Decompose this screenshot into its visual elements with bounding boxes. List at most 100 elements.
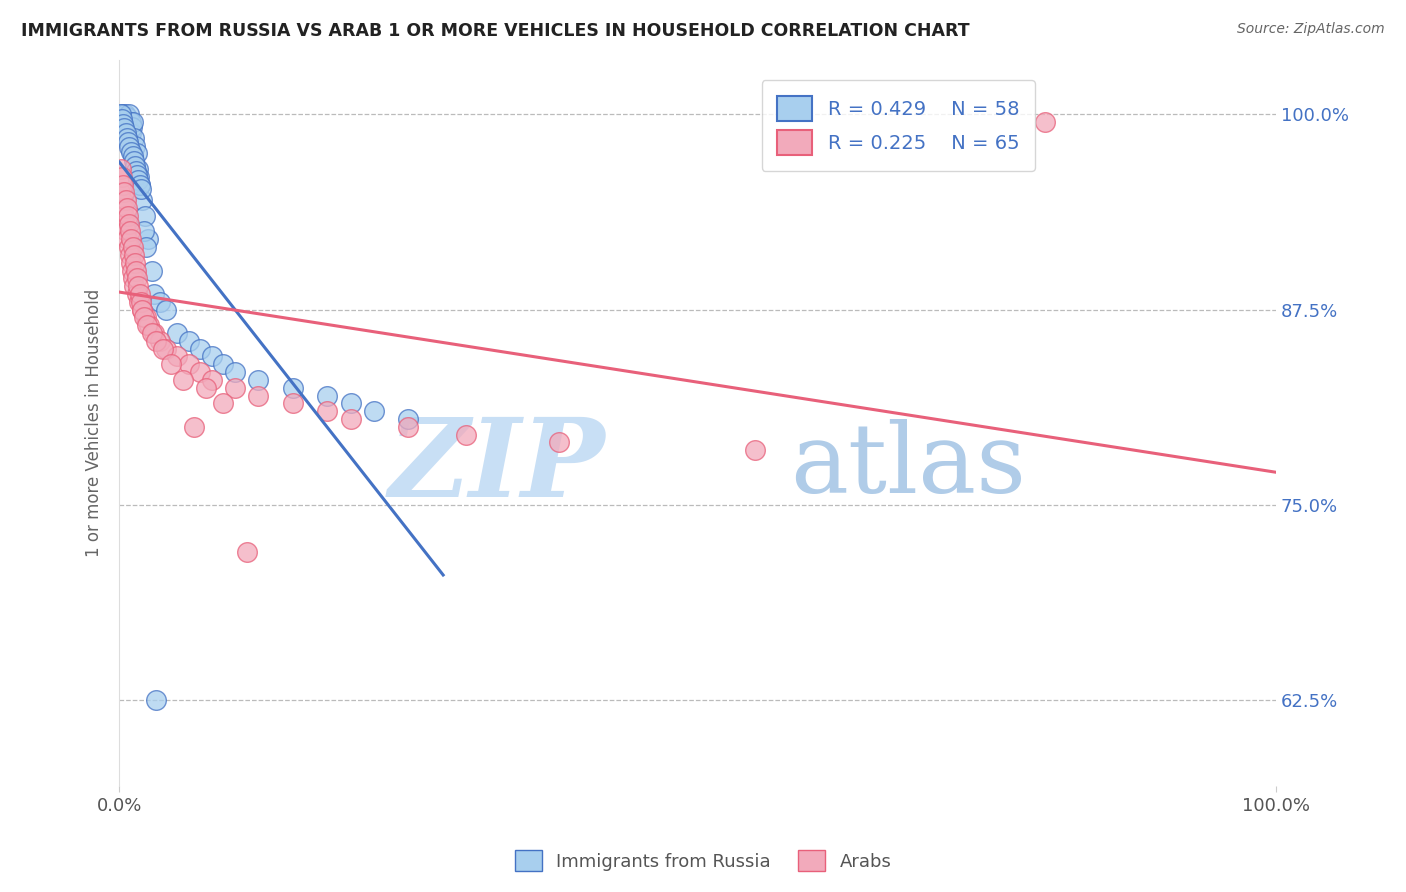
- Point: [141, 326, 163, 340]
- Point: [122, 248, 145, 262]
- Point: [117, 136, 139, 150]
- Point: [110, 186, 132, 200]
- Point: [115, 130, 138, 145]
- Point: [124, 130, 146, 145]
- Point: [112, 111, 135, 125]
- Point: [124, 159, 146, 173]
- Point: [127, 271, 149, 285]
- Point: [363, 404, 385, 418]
- Point: [224, 381, 246, 395]
- Point: [339, 396, 361, 410]
- Point: [110, 107, 132, 121]
- Point: [152, 342, 174, 356]
- Point: [117, 232, 139, 246]
- Point: [247, 388, 270, 402]
- Point: [166, 326, 188, 340]
- Point: [128, 294, 150, 309]
- Point: [118, 123, 141, 137]
- Point: [124, 256, 146, 270]
- Legend: R = 0.429    N = 58, R = 0.225    N = 65: R = 0.429 N = 58, R = 0.225 N = 65: [762, 80, 1035, 171]
- Point: [129, 294, 152, 309]
- Point: [120, 145, 142, 159]
- Point: [111, 115, 134, 129]
- Point: [155, 302, 177, 317]
- Point: [111, 112, 134, 126]
- Point: [117, 240, 139, 254]
- Point: [212, 396, 235, 410]
- Point: [110, 193, 132, 207]
- Point: [117, 209, 139, 223]
- Point: [120, 232, 142, 246]
- Point: [112, 209, 135, 223]
- Point: [115, 201, 138, 215]
- Point: [125, 263, 148, 277]
- Point: [125, 146, 148, 161]
- Point: [201, 373, 224, 387]
- Point: [120, 224, 142, 238]
- Point: [112, 178, 135, 192]
- Point: [121, 149, 143, 163]
- Point: [135, 310, 157, 325]
- Y-axis label: 1 or more Vehicles in Household: 1 or more Vehicles in Household: [86, 289, 103, 557]
- Point: [114, 118, 136, 132]
- Point: [127, 173, 149, 187]
- Text: Source: ZipAtlas.com: Source: ZipAtlas.com: [1237, 22, 1385, 37]
- Point: [177, 334, 200, 348]
- Point: [316, 404, 339, 418]
- Point: [247, 373, 270, 387]
- Point: [456, 427, 478, 442]
- Point: [135, 240, 157, 254]
- Point: [118, 217, 141, 231]
- Point: [149, 334, 172, 348]
- Point: [166, 350, 188, 364]
- Point: [195, 381, 218, 395]
- Point: [212, 357, 235, 371]
- Point: [122, 154, 145, 169]
- Point: [145, 334, 167, 348]
- Point: [177, 357, 200, 371]
- Point: [398, 412, 420, 426]
- Point: [120, 115, 142, 129]
- Point: [149, 294, 172, 309]
- Point: [127, 168, 149, 182]
- Point: [110, 161, 132, 176]
- Point: [136, 232, 159, 246]
- Point: [120, 256, 142, 270]
- Point: [118, 248, 141, 262]
- Point: [128, 178, 150, 192]
- Point: [124, 279, 146, 293]
- Point: [114, 186, 136, 200]
- Point: [131, 302, 153, 317]
- Point: [117, 111, 139, 125]
- Point: [160, 357, 183, 371]
- Point: [129, 182, 152, 196]
- Point: [114, 217, 136, 231]
- Point: [114, 126, 136, 140]
- Point: [281, 381, 304, 395]
- Point: [155, 342, 177, 356]
- Point: [143, 326, 166, 340]
- Text: atlas: atlas: [790, 419, 1026, 514]
- Point: [141, 263, 163, 277]
- Point: [201, 350, 224, 364]
- Point: [128, 169, 150, 184]
- Point: [235, 545, 257, 559]
- Point: [114, 193, 136, 207]
- Point: [188, 365, 211, 379]
- Point: [115, 113, 138, 128]
- Point: [1033, 115, 1056, 129]
- Point: [110, 107, 132, 121]
- Point: [127, 279, 149, 293]
- Point: [121, 263, 143, 277]
- Point: [117, 107, 139, 121]
- Point: [143, 287, 166, 301]
- Point: [121, 120, 143, 134]
- Point: [281, 396, 304, 410]
- Point: [115, 224, 138, 238]
- Point: [127, 161, 149, 176]
- Point: [121, 240, 143, 254]
- Point: [118, 140, 141, 154]
- Point: [131, 302, 153, 317]
- Point: [124, 138, 146, 153]
- Point: [122, 271, 145, 285]
